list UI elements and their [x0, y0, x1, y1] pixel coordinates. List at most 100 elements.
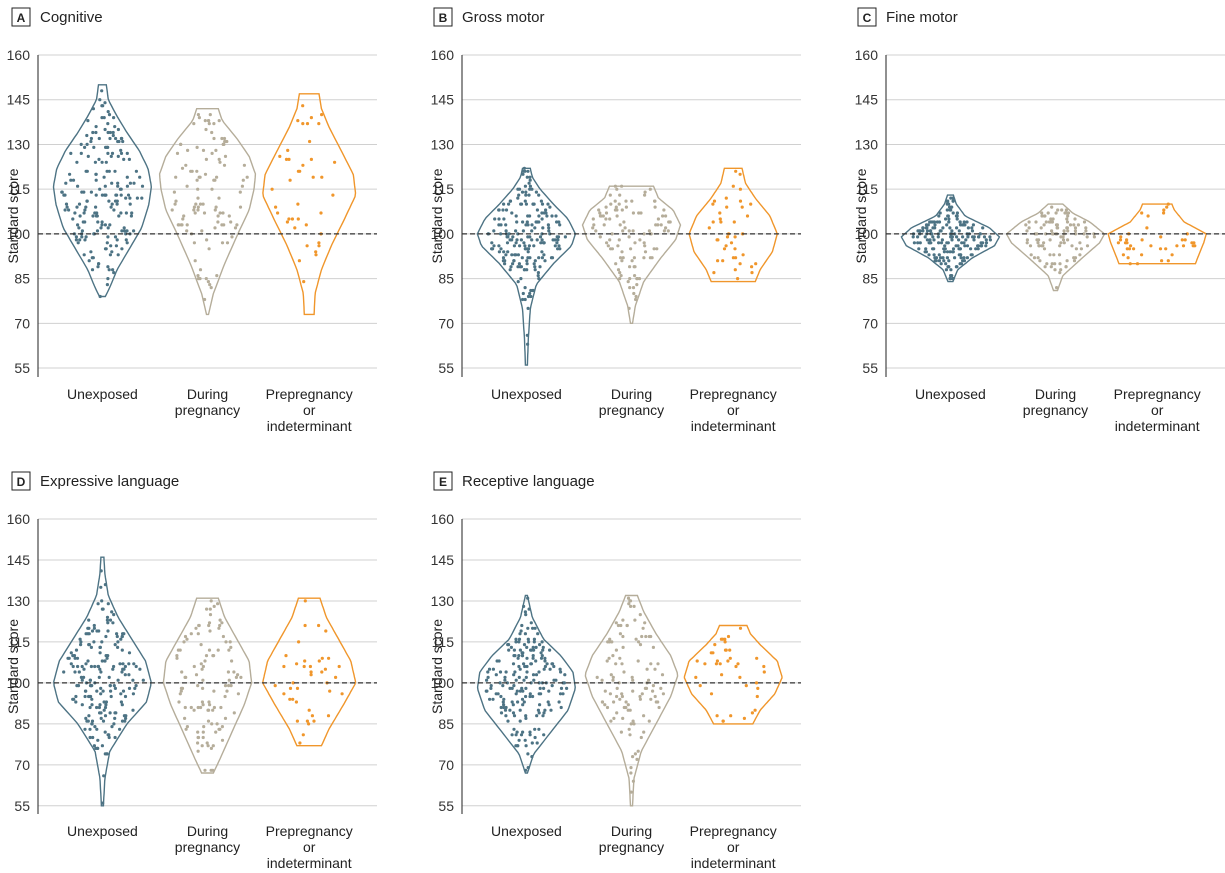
data-point: [1058, 244, 1062, 248]
data-point: [317, 241, 321, 245]
data-point: [619, 623, 623, 628]
data-point: [659, 223, 663, 227]
data-point: [718, 217, 722, 221]
data-point: [595, 675, 599, 680]
data-point: [206, 744, 210, 748]
data-point: [201, 202, 205, 206]
data-point: [320, 113, 324, 117]
data-point: [734, 664, 738, 669]
data-point: [224, 640, 228, 644]
data-point: [491, 697, 495, 701]
data-point: [113, 169, 117, 173]
y-tick-label: 70: [438, 315, 454, 331]
panel-title: Fine motor: [886, 9, 958, 26]
data-point: [1070, 244, 1074, 248]
data-point: [514, 733, 518, 737]
data-point: [115, 202, 119, 206]
data-point: [630, 675, 634, 680]
data-point: [511, 703, 515, 707]
data-point: [733, 268, 737, 272]
violin-unexposed: [476, 594, 576, 774]
data-point: [555, 241, 559, 245]
data-point: [207, 621, 212, 625]
data-point: [527, 181, 531, 185]
violin-outline: [262, 93, 357, 316]
data-point: [74, 238, 78, 242]
data-point: [531, 656, 535, 660]
data-point: [100, 116, 104, 120]
data-point: [918, 229, 922, 233]
data-point: [528, 692, 532, 696]
data-point: [558, 692, 563, 696]
data-point: [174, 175, 178, 179]
data-point: [112, 664, 116, 669]
data-point: [642, 714, 646, 718]
data-point: [77, 202, 82, 206]
data-point: [89, 139, 93, 144]
data-point: [296, 202, 300, 206]
y-tick-label: 100: [431, 675, 455, 691]
data-point: [82, 253, 86, 257]
data-point: [517, 187, 522, 191]
data-point: [631, 678, 635, 682]
data-point: [598, 235, 602, 239]
data-point: [628, 599, 632, 603]
data-point: [218, 618, 222, 622]
data-point: [526, 752, 530, 756]
data-point: [1126, 256, 1130, 260]
data-point: [245, 175, 249, 179]
data-point: [740, 205, 744, 209]
data-point: [497, 659, 501, 663]
data-point: [947, 202, 951, 206]
data-point: [90, 703, 94, 707]
data-point: [290, 217, 294, 221]
data-point: [615, 694, 619, 699]
data-point: [91, 735, 95, 740]
data-point: [604, 205, 608, 209]
data-point: [203, 768, 207, 772]
data-point: [949, 205, 953, 209]
data-point: [530, 755, 534, 759]
data-point: [235, 223, 239, 227]
data-point: [535, 714, 539, 718]
data-point: [642, 256, 646, 260]
data-point: [117, 139, 121, 144]
x-category-label: Prepregnancy: [1114, 386, 1201, 402]
data-point: [90, 697, 94, 701]
data-point: [242, 163, 246, 167]
data-point: [614, 662, 618, 666]
data-point: [192, 241, 196, 245]
data-point: [109, 244, 113, 248]
data-point: [120, 229, 124, 233]
data-point: [523, 632, 528, 636]
data-point: [178, 692, 182, 696]
data-point: [1166, 259, 1170, 263]
data-point: [511, 235, 515, 239]
data-point: [497, 208, 501, 212]
data-point: [123, 664, 127, 669]
data-point: [202, 211, 207, 215]
data-point: [537, 711, 541, 715]
data-point: [1061, 238, 1066, 242]
data-point: [962, 256, 966, 260]
data-point: [104, 634, 108, 639]
data-point: [738, 262, 742, 266]
data-point: [63, 193, 67, 197]
data-point: [526, 169, 530, 173]
data-point: [119, 700, 123, 704]
data-point: [947, 220, 951, 224]
data-point: [633, 752, 638, 756]
data-point: [521, 220, 525, 224]
data-point: [317, 244, 321, 248]
data-point: [212, 604, 216, 609]
data-point: [966, 235, 970, 239]
data-point: [1062, 229, 1066, 233]
panel-letter: E: [439, 475, 447, 489]
data-point: [84, 169, 88, 173]
data-point: [65, 205, 69, 209]
data-point: [122, 226, 126, 230]
data-point: [213, 226, 217, 230]
x-category-label: or: [727, 402, 740, 418]
data-point: [547, 226, 551, 230]
data-point: [608, 217, 612, 221]
